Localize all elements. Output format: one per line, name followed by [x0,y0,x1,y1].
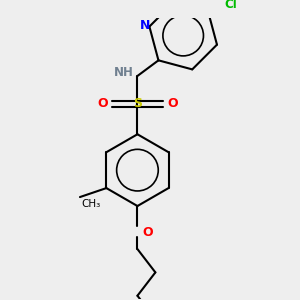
Text: N: N [140,19,150,32]
Text: O: O [142,226,153,238]
Text: S: S [133,97,142,110]
Text: O: O [97,97,108,110]
Text: O: O [167,97,178,110]
Text: Cl: Cl [225,0,238,11]
Text: CH₃: CH₃ [82,199,101,209]
Text: NH: NH [114,66,134,79]
